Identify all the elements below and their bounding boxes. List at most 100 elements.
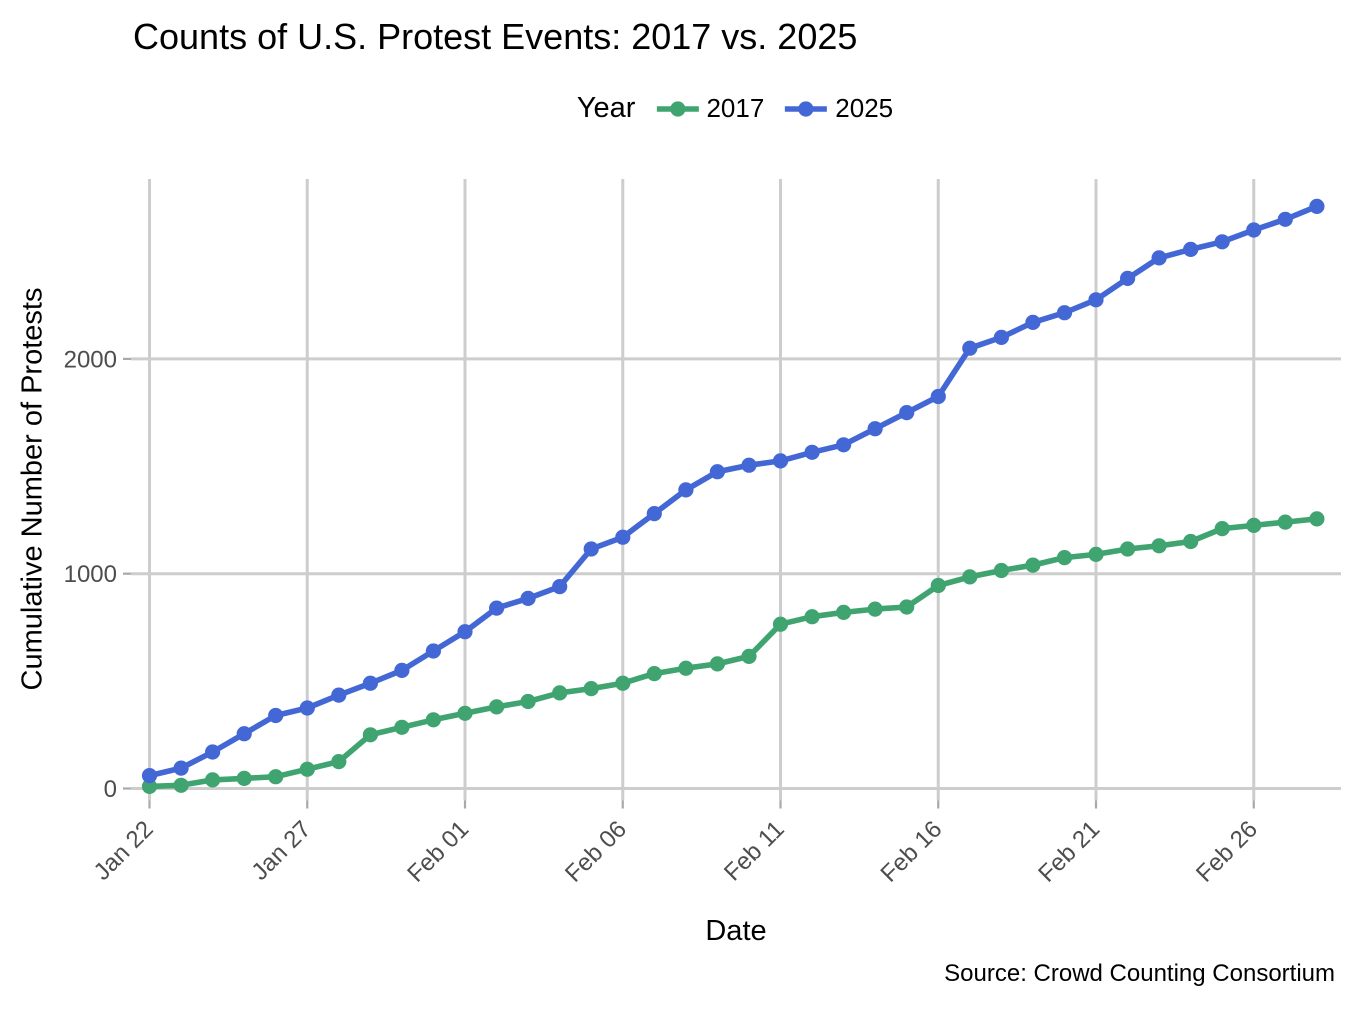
data-point-2025 — [394, 662, 410, 679]
source-note: Source: Crowd Counting Consortium — [944, 960, 1335, 987]
legend-key-2025-icon — [785, 100, 828, 117]
x-tick-label: Feb 06 — [560, 816, 632, 888]
data-point-2025 — [331, 687, 347, 703]
legend-title: Year — [576, 92, 636, 124]
y-tick-label: 2000 — [64, 346, 117, 373]
legend: Year 2017 2025 — [577, 92, 893, 125]
data-point-2025 — [583, 541, 599, 557]
data-point-2025 — [993, 329, 1010, 345]
legend-key-2017-icon — [656, 100, 699, 117]
data-point-2017 — [331, 754, 347, 770]
chart-title: Counts of U.S. Protest Events: 2017 vs. … — [133, 16, 858, 57]
data-point-2025 — [362, 675, 378, 691]
data-point-2017 — [899, 599, 915, 615]
series-line-2017 — [149, 516, 1318, 790]
data-point-2017 — [1056, 550, 1073, 566]
data-point-2025 — [615, 529, 631, 545]
data-point-2025 — [772, 453, 789, 469]
data-point-2025 — [836, 437, 852, 453]
data-point-2025 — [299, 700, 315, 716]
data-point-2025 — [1246, 222, 1262, 238]
data-point-2025 — [1309, 198, 1325, 214]
data-point-2025 — [141, 768, 158, 784]
data-point-2025 — [1120, 270, 1136, 286]
legend-item-2025: 2025 — [784, 93, 893, 124]
data-point-2017 — [646, 666, 662, 682]
data-point-2025 — [1025, 314, 1041, 330]
data-point-2025 — [520, 590, 536, 607]
x-tick-label: Feb 11 — [719, 816, 790, 887]
data-point-2025 — [1088, 292, 1104, 308]
legend-item-2017: 2017 — [655, 93, 764, 124]
data-point-2025 — [1056, 305, 1073, 321]
data-point-2017 — [141, 778, 158, 795]
data-point-2025 — [646, 505, 662, 522]
y-tick-label: 1000 — [64, 561, 117, 588]
data-point-2017 — [268, 769, 284, 785]
legend-label-2025: 2025 — [835, 93, 894, 123]
data-point-2017 — [615, 675, 631, 691]
x-tick-label: Feb 01 — [402, 816, 474, 888]
x-tick-label: Jan 27 — [246, 816, 316, 886]
x-axis-title: Date — [705, 915, 767, 947]
data-point-2017 — [741, 648, 757, 665]
data-point-2017 — [457, 705, 473, 721]
data-point-2017 — [993, 562, 1010, 579]
data-point-2017 — [1120, 541, 1136, 557]
data-point-2017 — [299, 761, 315, 777]
y-tick-label: 0 — [104, 776, 117, 803]
x-tick-label: Jan 22 — [89, 816, 159, 886]
data-point-2017 — [772, 616, 789, 632]
data-point-2017 — [1277, 514, 1293, 530]
data-point-2017 — [709, 656, 726, 672]
data-point-2025 — [205, 744, 221, 760]
data-point-2025 — [457, 624, 473, 640]
data-point-2025 — [899, 405, 915, 421]
data-point-2017 — [1025, 557, 1041, 573]
data-point-2017 — [1183, 533, 1199, 550]
data-point-2017 — [425, 712, 441, 728]
data-point-2025 — [1151, 250, 1167, 266]
data-point-2017 — [1309, 511, 1325, 527]
data-point-2017 — [236, 770, 252, 787]
data-point-2017 — [173, 777, 189, 793]
data-point-2017 — [1214, 521, 1230, 537]
legend-label-2017: 2017 — [706, 93, 765, 123]
data-point-2025 — [489, 600, 505, 616]
data-point-2017 — [205, 772, 221, 788]
data-point-2017 — [1088, 546, 1104, 563]
data-point-2017 — [394, 719, 410, 735]
data-point-2017 — [520, 693, 536, 710]
data-point-2017 — [678, 660, 694, 676]
x-tick-label: Feb 26 — [1191, 816, 1263, 888]
data-point-2017 — [362, 727, 378, 743]
data-point-2017 — [836, 604, 852, 621]
data-point-2025 — [930, 388, 946, 405]
data-point-2017 — [583, 681, 599, 697]
data-point-2017 — [962, 569, 978, 585]
data-point-2025 — [552, 579, 568, 595]
data-point-2025 — [709, 464, 726, 480]
data-point-2017 — [1151, 538, 1167, 554]
data-point-2025 — [678, 482, 694, 498]
data-point-2025 — [268, 707, 284, 724]
x-tick-label: Feb 21 — [1033, 816, 1105, 888]
data-point-2017 — [804, 609, 820, 625]
data-point-2025 — [1183, 241, 1199, 257]
data-point-2025 — [741, 457, 757, 473]
series-line-2025 — [148, 203, 1318, 779]
data-point-2017 — [552, 685, 568, 701]
data-point-2025 — [236, 726, 252, 742]
data-point-2025 — [425, 643, 441, 659]
data-point-2025 — [804, 444, 820, 460]
data-point-2017 — [489, 699, 505, 715]
data-point-2017 — [867, 601, 883, 617]
data-point-2025 — [1277, 211, 1293, 227]
data-point-2025 — [867, 421, 883, 437]
data-point-2025 — [173, 760, 189, 776]
x-tick-label: Feb 16 — [876, 816, 948, 888]
data-point-2025 — [1214, 234, 1230, 250]
data-point-2025 — [962, 340, 978, 356]
